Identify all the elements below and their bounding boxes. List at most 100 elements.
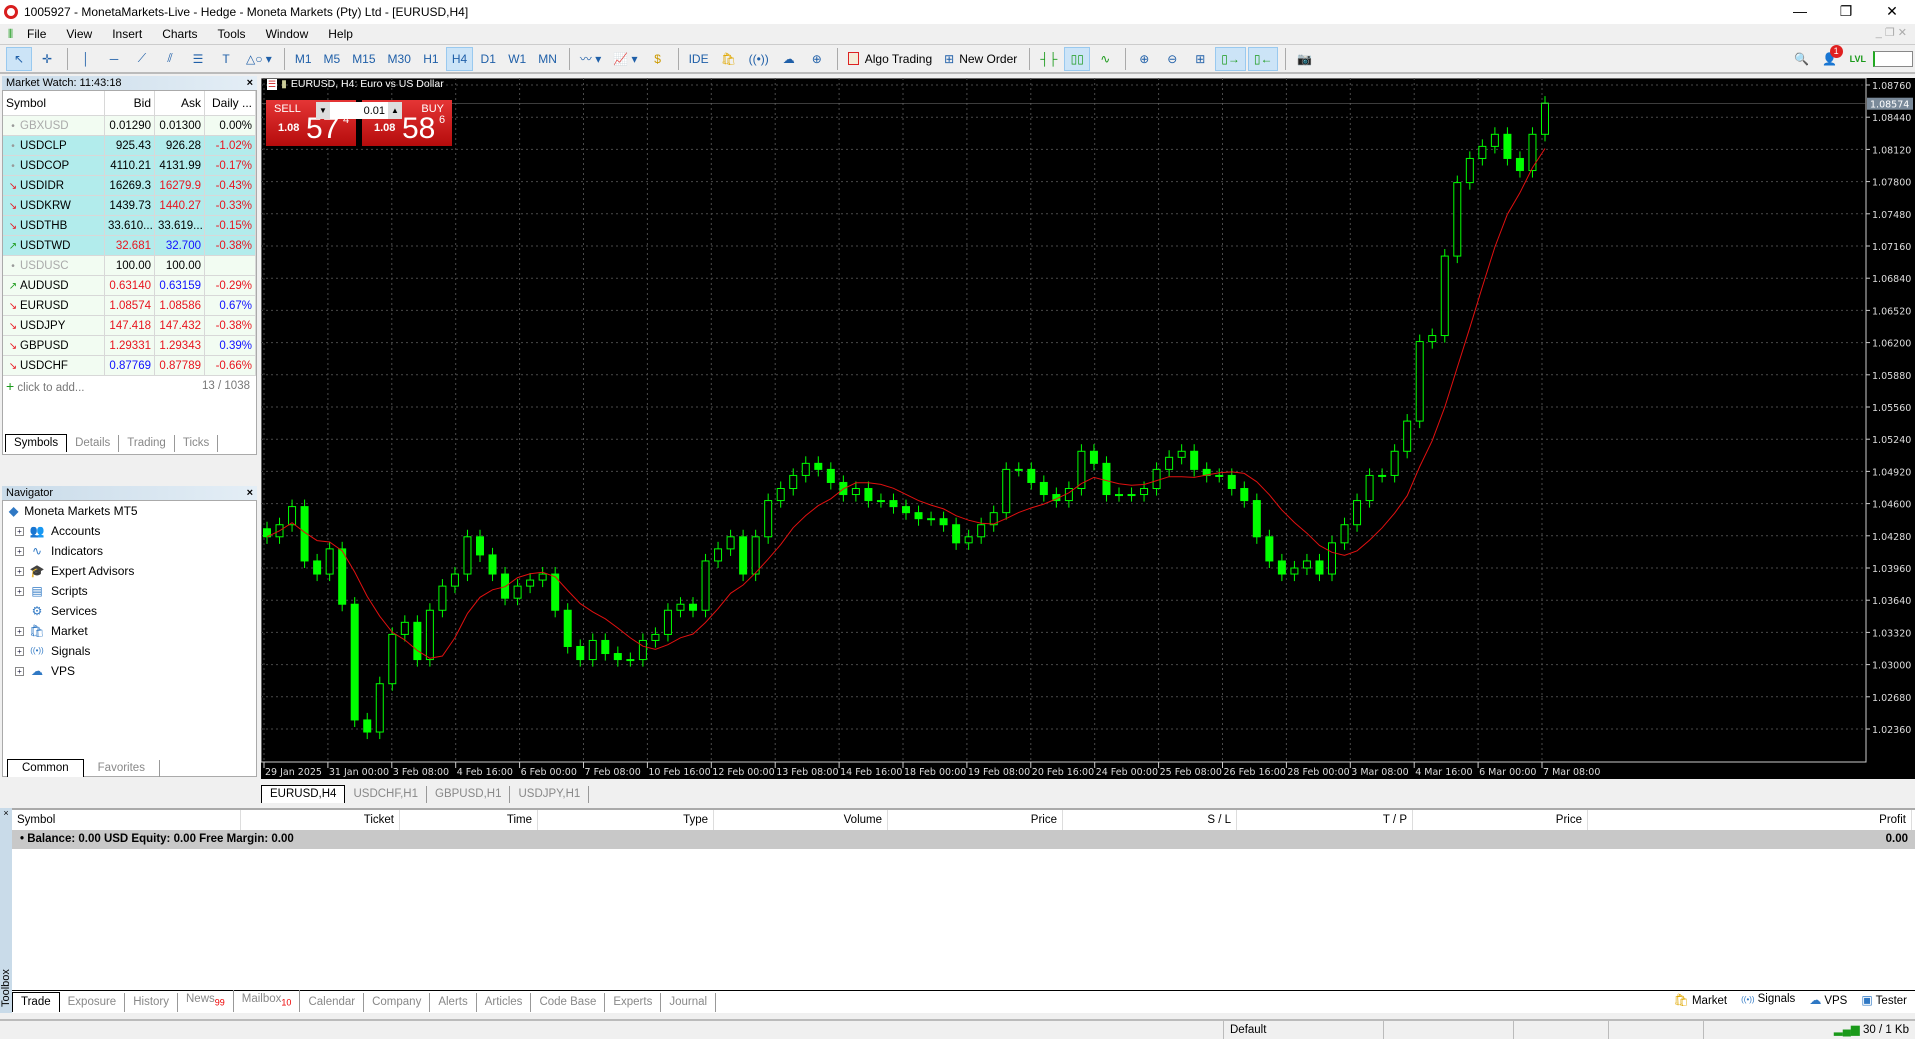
timeframe-m1[interactable]: M1 bbox=[294, 51, 312, 66]
timeframe-mn[interactable]: MN bbox=[538, 51, 557, 66]
chart-tab[interactable]: USDCHF,H1 bbox=[345, 786, 428, 803]
toolbox-tab-signals[interactable]: ((•)) Signals bbox=[1741, 993, 1795, 1007]
symbol-row[interactable]: ↗ USDTWD 32.681 32.700 -0.38% bbox=[3, 236, 256, 256]
timeframe-d1[interactable]: D1 bbox=[480, 51, 496, 66]
trade-column-header[interactable]: Profit bbox=[1588, 810, 1912, 830]
horizontal-line-button[interactable]: ─ bbox=[109, 51, 119, 66]
toolbox-tab-articles[interactable]: Articles bbox=[477, 993, 532, 1012]
toolbox-tab-history[interactable]: History bbox=[125, 993, 178, 1012]
shapes-button[interactable]: △○ ▾ bbox=[246, 51, 272, 66]
templates-button[interactable]: 📈 ▾ bbox=[613, 51, 638, 66]
navigator-item-indicators[interactable]: + ∿ Indicators bbox=[3, 541, 256, 561]
bar-chart-button[interactable]: ┤├ bbox=[1040, 51, 1058, 66]
toolbox-tab-mailbox[interactable]: Mailbox10 bbox=[234, 989, 301, 1012]
trade-column-header[interactable]: Volume bbox=[714, 810, 888, 830]
one-click-trading-icon[interactable]: ☰ bbox=[267, 78, 278, 90]
timeframe-h4[interactable]: H4 bbox=[445, 46, 474, 71]
level-icon[interactable]: LVL bbox=[1849, 53, 1866, 64]
symbol-row[interactable]: • GBXUSD 0.01290 0.01300 0.00% bbox=[3, 116, 256, 136]
chart-tab[interactable]: USDJPY,H1 bbox=[510, 786, 590, 803]
symbol-row[interactable]: • USDCLP 925.43 926.28 -1.02% bbox=[3, 136, 256, 156]
toolbox-label[interactable]: Toolbox bbox=[0, 808, 12, 1013]
navigator-item-scripts[interactable]: + ▤ Scripts bbox=[3, 581, 256, 601]
toolbox-tab-trade[interactable]: Trade bbox=[12, 992, 60, 1012]
tab-details[interactable]: Details bbox=[67, 435, 120, 452]
fibonacci-button[interactable]: ☰ bbox=[192, 51, 204, 66]
navigator-item-signals[interactable]: + ((•)) Signals bbox=[3, 641, 256, 661]
symbol-row[interactable]: • USDUSC 100.00 100.00 bbox=[3, 256, 256, 276]
trade-column-header[interactable]: Time bbox=[400, 810, 538, 830]
navigator-item-accounts[interactable]: + 👥 Accounts bbox=[3, 521, 256, 541]
menu-window[interactable]: Window bbox=[265, 27, 309, 41]
trendline-button[interactable]: ⟋ bbox=[137, 51, 147, 65]
chart-menu-icon[interactable]: ⫴ bbox=[8, 26, 14, 41]
add-symbol-row[interactable]: + click to add... 13 / 1038 bbox=[3, 376, 256, 396]
timeframe-m30[interactable]: M30 bbox=[387, 51, 411, 66]
chart-window[interactable]: 1.08760 1.08440 1.08120 1.07800 1.07480 1.071… bbox=[260, 77, 1915, 779]
symbol-row[interactable]: ↘ USDCHF 0.87769 0.87789 -0.66% bbox=[3, 356, 256, 376]
menu-tools[interactable]: Tools bbox=[217, 27, 246, 41]
vertical-line-button[interactable]: │ bbox=[82, 51, 90, 66]
expand-icon[interactable]: + bbox=[15, 526, 24, 536]
navigator-item-vps[interactable]: + ☁ VPS bbox=[3, 661, 256, 681]
symbol-row[interactable]: ↘ GBPUSD 1.29331 1.29343 0.39% bbox=[3, 336, 256, 356]
expand-icon[interactable]: + bbox=[15, 646, 24, 656]
tab-trading[interactable]: Trading bbox=[119, 435, 175, 452]
expand-icon[interactable]: + bbox=[15, 626, 24, 636]
auto-scroll-button[interactable]: ▯→ bbox=[1215, 46, 1246, 71]
indicators-button[interactable]: 〰 ▾ bbox=[579, 52, 602, 66]
tile-windows-icon[interactable]: ⊞ bbox=[1195, 51, 1206, 66]
volume-input[interactable] bbox=[330, 102, 388, 119]
chart-tab[interactable]: GBPUSD,H1 bbox=[427, 786, 511, 803]
tab-symbols[interactable]: Symbols bbox=[5, 434, 68, 452]
volume-increase-button[interactable]: ▲ bbox=[391, 106, 399, 115]
tab-ticks[interactable]: Ticks bbox=[175, 435, 219, 452]
close-icon[interactable]: × bbox=[246, 77, 253, 89]
menu-insert[interactable]: Insert bbox=[112, 27, 143, 41]
symbol-row[interactable]: ↘ USDJPY 147.418 147.432 -0.38% bbox=[3, 316, 256, 336]
menu-help[interactable]: Help bbox=[328, 27, 353, 41]
timeframe-m15[interactable]: M15 bbox=[352, 51, 376, 66]
expand-icon[interactable]: + bbox=[15, 566, 24, 576]
toolbox-tab-company[interactable]: Company bbox=[364, 993, 431, 1012]
web-add-icon[interactable]: ⊕ bbox=[811, 51, 822, 66]
timeframe-h1[interactable]: H1 bbox=[423, 51, 439, 66]
volume-decrease-button[interactable]: ▼ bbox=[319, 106, 327, 115]
zoom-out-icon[interactable]: ⊖ bbox=[1167, 51, 1178, 66]
column-header[interactable]: Daily ... bbox=[205, 91, 256, 115]
toolbox-tab-alerts[interactable]: Alerts bbox=[430, 993, 477, 1012]
tab-common[interactable]: Common bbox=[7, 759, 84, 777]
cursor-tool-button[interactable]: ↖ bbox=[6, 46, 32, 71]
vps-cloud-icon[interactable]: ☁ bbox=[782, 51, 795, 66]
tab-favorites[interactable]: Favorites bbox=[84, 760, 160, 777]
restore-button[interactable]: ❐ bbox=[1839, 3, 1853, 19]
crosshair-tool-button[interactable]: ✛ bbox=[41, 51, 53, 66]
toolbox-tab-market[interactable]: 🛍 Market bbox=[1674, 993, 1727, 1007]
expand-icon[interactable]: + bbox=[15, 586, 24, 596]
expand-icon[interactable]: + bbox=[15, 666, 24, 676]
toolbox-close-icon[interactable]: × bbox=[3, 808, 9, 818]
toolbox-tab-tester[interactable]: ▣ Tester bbox=[1861, 993, 1907, 1007]
column-header[interactable]: Bid bbox=[105, 91, 155, 115]
line-chart-button[interactable]: ∿ bbox=[1100, 51, 1111, 66]
chart-shift-button[interactable]: ▯← bbox=[1247, 46, 1279, 71]
trade-column-header[interactable]: Price bbox=[888, 810, 1063, 830]
signals-icon[interactable]: ((•)) bbox=[748, 51, 769, 66]
new-order-button[interactable]: ⊞ New Order bbox=[939, 47, 1022, 71]
close-icon[interactable]: × bbox=[246, 487, 253, 499]
toolbox-tab-experts[interactable]: Experts bbox=[605, 993, 662, 1012]
channel-button[interactable]: ⫽ bbox=[167, 51, 173, 65]
symbol-row[interactable]: ↘ USDIDR 16269.3 16279.9 -0.43% bbox=[3, 176, 256, 196]
trade-column-header[interactable]: Price bbox=[1413, 810, 1588, 830]
symbol-row[interactable]: ↘ USDKRW 1439.73 1440.27 -0.33% bbox=[3, 196, 256, 216]
price-chart[interactable]: 1.08760 1.08440 1.08120 1.07800 1.07480 1.071… bbox=[260, 77, 1915, 779]
trade-column-header[interactable]: S / L bbox=[1063, 810, 1237, 830]
chart-tab[interactable]: EURUSD,H4 bbox=[261, 785, 346, 803]
search-icon[interactable]: 🔍 bbox=[1794, 51, 1810, 66]
screenshot-icon[interactable]: 📷 bbox=[1296, 51, 1312, 66]
navigator-root[interactable]: ◆ Moneta Markets MT5 bbox=[3, 501, 256, 521]
mdi-window-controls[interactable]: _ ❐ ✕ bbox=[1875, 27, 1907, 39]
algo-trading-button[interactable]: Algo Trading bbox=[843, 47, 937, 71]
menu-file[interactable]: File bbox=[27, 27, 47, 41]
candlestick-chart-button[interactable]: ▯▯ bbox=[1064, 46, 1091, 71]
